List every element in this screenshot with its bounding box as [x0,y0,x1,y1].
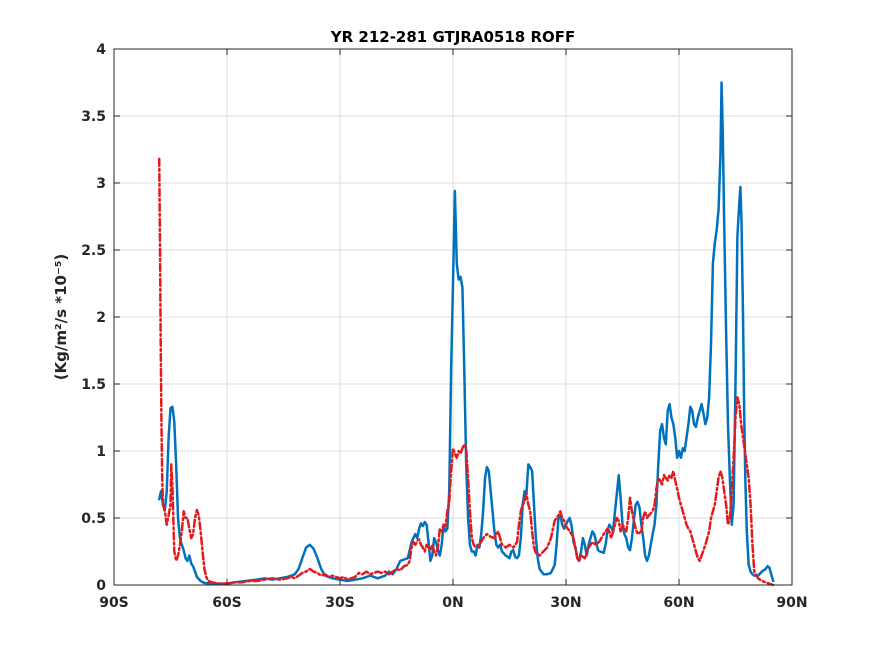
chart-title: YR 212-281 GTJRA0518 ROFF [330,28,576,46]
series-line-1 [157,81,775,585]
series-line-2 [157,157,775,587]
y-tick-label: 1 [96,444,106,460]
y-tick-label: 3 [96,176,106,192]
x-tick-label: 60S [212,595,242,611]
x-tick-label: 0N [442,595,463,611]
x-tick-label: 30N [550,595,581,611]
y-tick-label: 4 [96,42,106,58]
series-lines [157,81,775,587]
y-tick-label: 2 [96,310,106,326]
y-tick-label: 0.5 [81,511,106,527]
y-tick-label: 0 [96,578,106,594]
y-axis-label: (Kg/m²/s *10⁻⁵) [52,254,70,381]
x-tick-label: 90N [776,595,807,611]
y-tick-label: 3.5 [81,109,106,125]
y-tick-label: 1.5 [81,377,106,393]
y-axis: 0 0.5 1 1.5 2 2.5 3 3.5 4 [81,42,792,594]
x-tick-label: 30S [325,595,355,611]
x-axis: 90S 60S 30S 0N 30N 60N 90N [99,49,808,611]
x-tick-label: 90S [99,595,129,611]
x-tick-label: 60N [663,595,694,611]
y-tick-label: 2.5 [81,243,106,259]
